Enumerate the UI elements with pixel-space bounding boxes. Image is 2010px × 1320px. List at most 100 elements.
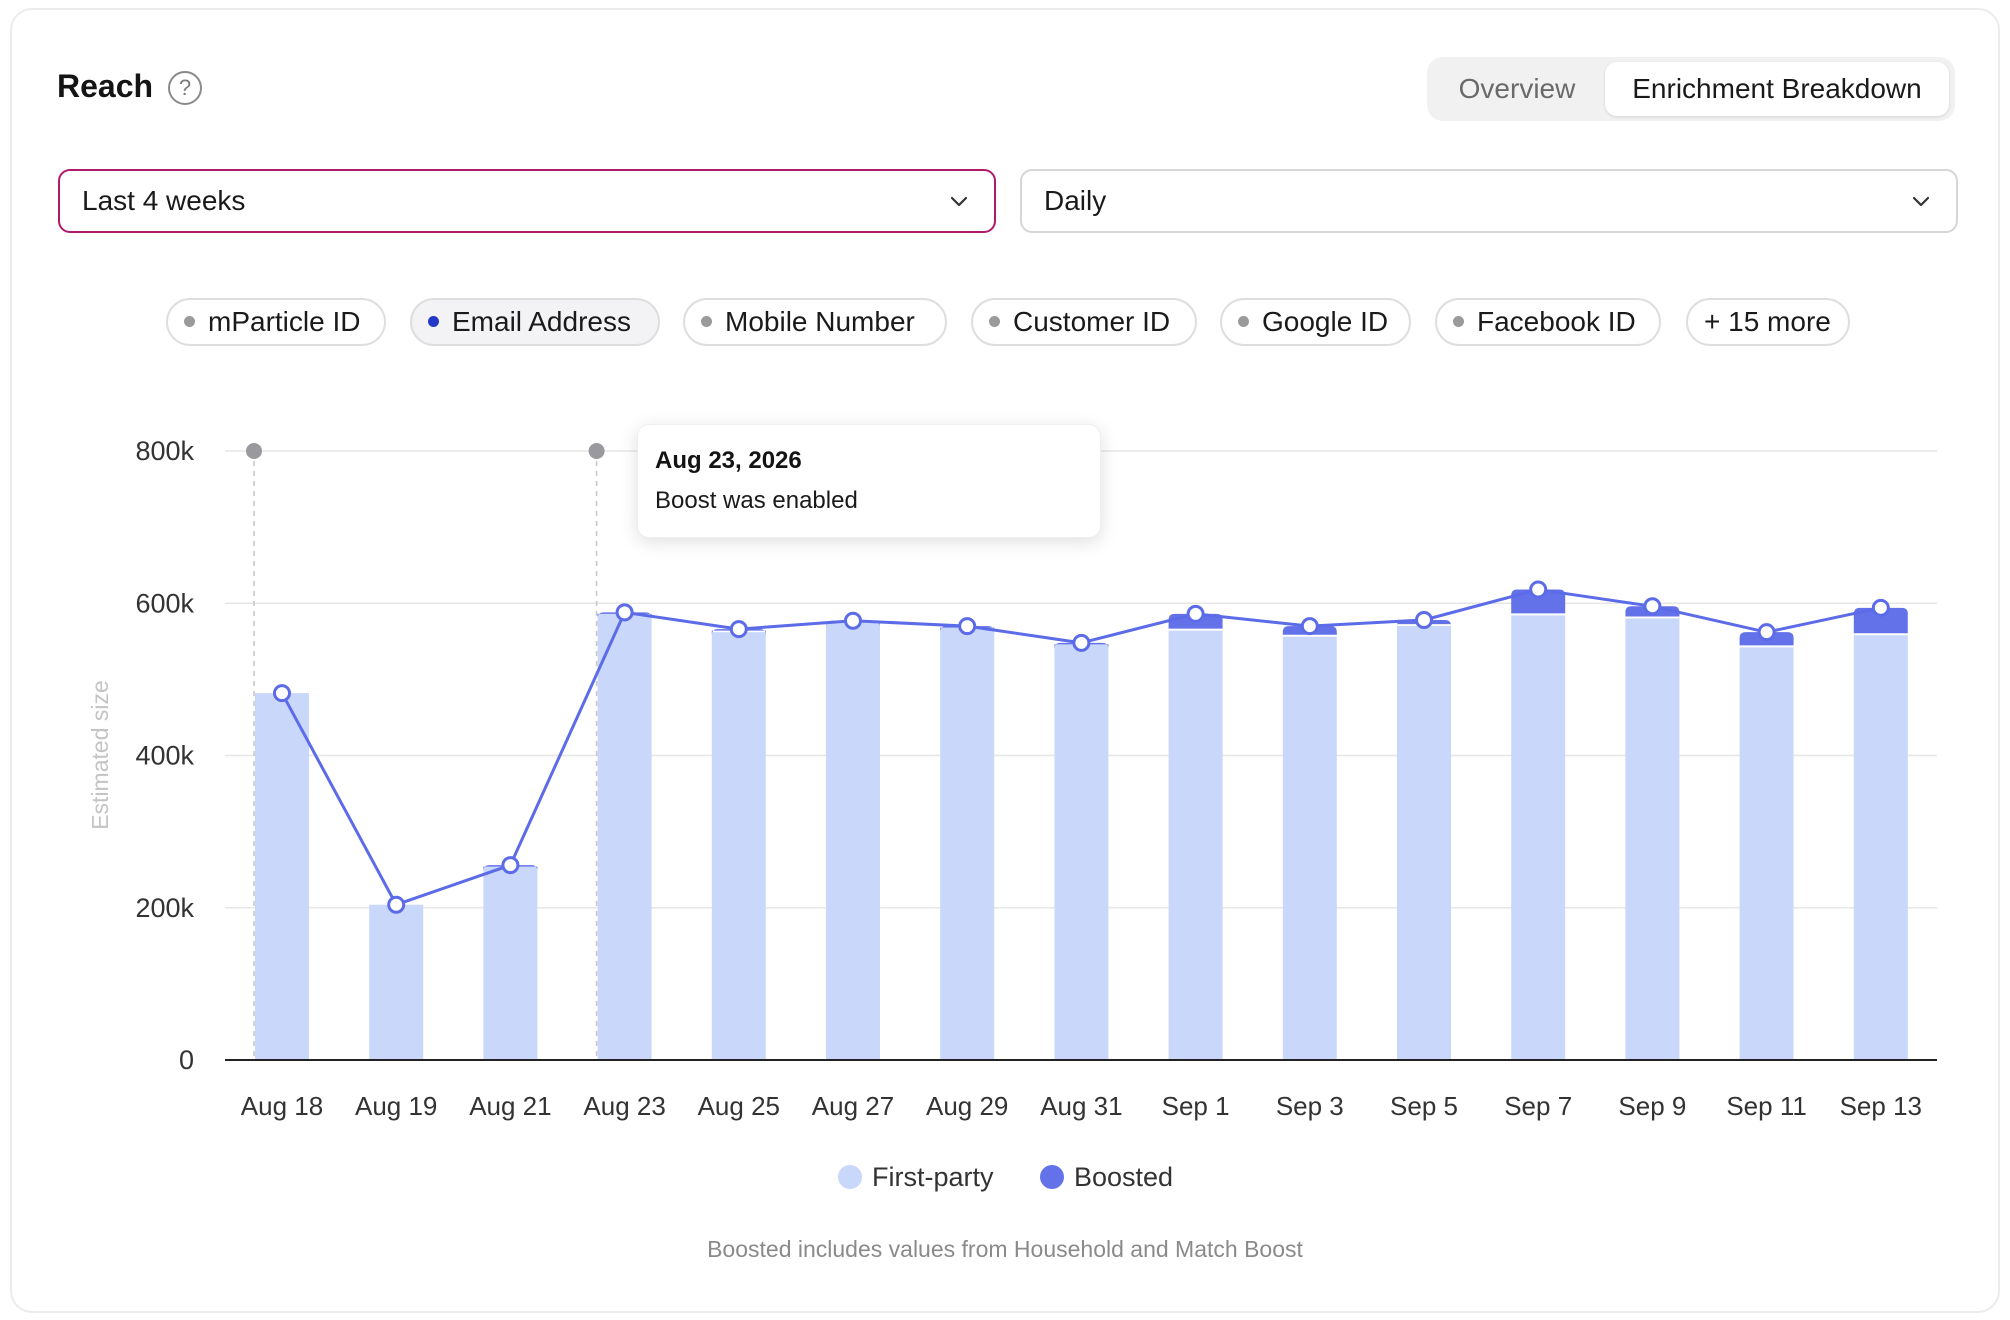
bar-first-party[interactable] (597, 613, 652, 1060)
y-axis-label: Estimated size (87, 680, 113, 830)
legend-swatch-first-party (838, 1165, 862, 1189)
page-title: Reach (57, 68, 154, 104)
bar-first-party[interactable] (1054, 644, 1109, 1060)
y-tick-label: 400k (135, 741, 194, 771)
line-point[interactable] (1529, 580, 1548, 599)
bar-first-party[interactable] (369, 904, 424, 1060)
line-point[interactable] (273, 684, 291, 703)
line-point[interactable] (844, 611, 862, 630)
x-tick-label: Aug 23 (583, 1091, 665, 1121)
bar-boosted[interactable] (1853, 607, 1908, 634)
bar-boosted[interactable] (1511, 589, 1566, 614)
annotation-tooltip: Aug 23, 2026 Boost was enabled (637, 424, 1101, 538)
chip-label: Customer ID (1013, 306, 1171, 337)
bar-first-party[interactable] (1739, 647, 1794, 1060)
chip-label: Facebook ID (1477, 306, 1636, 337)
reach-chart: 0 200k 400k 600k 800k Aug 18 Aug 19 Aug 21 Aug 2… (87, 436, 1937, 1121)
more-identifiers-chip[interactable]: + 15 more (1686, 298, 1850, 346)
x-tick-label: Sep 9 (1618, 1091, 1686, 1121)
time-range-select[interactable]: Last 4 weeks (58, 169, 996, 233)
bar-first-party[interactable] (1397, 626, 1451, 1060)
chip-label: Mobile Number (725, 306, 915, 337)
line-point[interactable] (1186, 604, 1205, 623)
bar-first-party[interactable] (255, 693, 309, 1060)
x-tick-label: Sep 1 (1162, 1091, 1230, 1121)
chip-facebook-id[interactable]: Facebook ID (1435, 298, 1661, 346)
chip-label: mParticle ID (208, 306, 361, 337)
granularity-select[interactable]: Daily (1020, 169, 1958, 233)
status-dot-icon (1238, 316, 1249, 327)
status-dot-icon (989, 316, 1000, 327)
bar-first-party[interactable] (826, 622, 880, 1060)
annotation-marker[interactable] (588, 443, 605, 459)
x-tick-label: Aug 31 (1040, 1091, 1122, 1121)
bar-boosted[interactable] (1054, 642, 1109, 649)
x-tick-label: Aug 18 (241, 1091, 323, 1121)
view-toggle: Overview Enrichment Breakdown (1427, 57, 1955, 121)
line-point[interactable] (1757, 623, 1776, 642)
tooltip-title: Aug 23, 2026 (655, 447, 802, 474)
line-point[interactable] (1871, 598, 1890, 617)
chip-customer-id[interactable]: Customer ID (971, 298, 1197, 346)
chip-label: Google ID (1262, 306, 1389, 337)
bar-first-party[interactable] (483, 866, 538, 1060)
line-point[interactable] (729, 620, 748, 639)
granularity-value: Daily (1044, 185, 1107, 216)
legend-label-boosted[interactable]: Boosted (1074, 1162, 1174, 1192)
chip-label: Email Address (452, 306, 631, 337)
x-tick-label: Sep 3 (1276, 1091, 1344, 1121)
status-dot-icon (701, 316, 712, 327)
bar-first-party[interactable] (1853, 635, 1908, 1060)
chip-label: + 15 more (1704, 306, 1831, 337)
tooltip-text: Boost was enabled (655, 487, 858, 514)
line-point[interactable] (1072, 633, 1091, 652)
tab-enrichment-breakdown[interactable]: Enrichment Breakdown (1605, 62, 1949, 116)
chip-mparticle-id[interactable]: mParticle ID (166, 298, 386, 346)
bar-first-party[interactable] (711, 632, 766, 1060)
line-point[interactable] (1643, 597, 1662, 616)
annotation-marker[interactable] (246, 443, 262, 459)
line-point[interactable] (615, 603, 634, 622)
bar-boosted[interactable] (483, 865, 538, 872)
x-tick-label: Aug 19 (355, 1091, 437, 1121)
legend-label-first-party[interactable]: First-party (872, 1162, 994, 1192)
y-tick-label: 200k (135, 893, 194, 923)
x-tick-label: Sep 13 (1840, 1091, 1922, 1121)
y-tick-label: 800k (135, 436, 194, 466)
x-tick-label: Sep 7 (1504, 1091, 1572, 1121)
x-tick-label: Aug 21 (469, 1091, 551, 1121)
bar-first-party[interactable] (1511, 615, 1566, 1060)
x-tick-label: Sep 5 (1390, 1091, 1458, 1121)
line-point[interactable] (1415, 610, 1433, 629)
chart-legend: First-party Boosted (0, 1160, 2010, 1200)
bar-first-party[interactable] (1625, 618, 1680, 1060)
identifier-chips: mParticle ID Email Address Mobile Number… (0, 298, 2010, 348)
chip-email-address[interactable]: Email Address (410, 298, 660, 346)
x-tick-label: Aug 25 (698, 1091, 780, 1121)
line-point[interactable] (958, 617, 977, 636)
y-tick-label: 0 (179, 1045, 194, 1075)
line-point[interactable] (387, 895, 406, 914)
bar-first-party[interactable] (940, 627, 995, 1060)
legend-swatch-boosted (1040, 1165, 1064, 1189)
y-tick-label: 600k (135, 588, 194, 618)
chevron-down-icon (950, 196, 968, 207)
bar-first-party[interactable] (1168, 630, 1223, 1060)
status-dot-icon (428, 316, 439, 327)
status-dot-icon (184, 316, 195, 327)
x-tick-label: Aug 29 (926, 1091, 1008, 1121)
time-range-value: Last 4 weeks (82, 185, 246, 216)
line-point[interactable] (501, 856, 520, 875)
tab-overview[interactable]: Overview (1458, 73, 1576, 104)
line-point[interactable] (1300, 617, 1319, 636)
chevron-down-icon (1912, 196, 1930, 207)
status-dot-icon (1453, 316, 1464, 327)
chip-google-id[interactable]: Google ID (1220, 298, 1411, 346)
chip-mobile-number[interactable]: Mobile Number (683, 298, 947, 346)
bar-first-party[interactable] (1282, 636, 1337, 1060)
question-circle-icon[interactable]: ? (168, 71, 202, 105)
footnote: Boosted includes values from Household a… (707, 1236, 1303, 1262)
x-tick-label: Aug 27 (812, 1091, 894, 1121)
bar-boosted[interactable] (711, 629, 766, 636)
x-tick-label: Sep 11 (1726, 1091, 1806, 1121)
